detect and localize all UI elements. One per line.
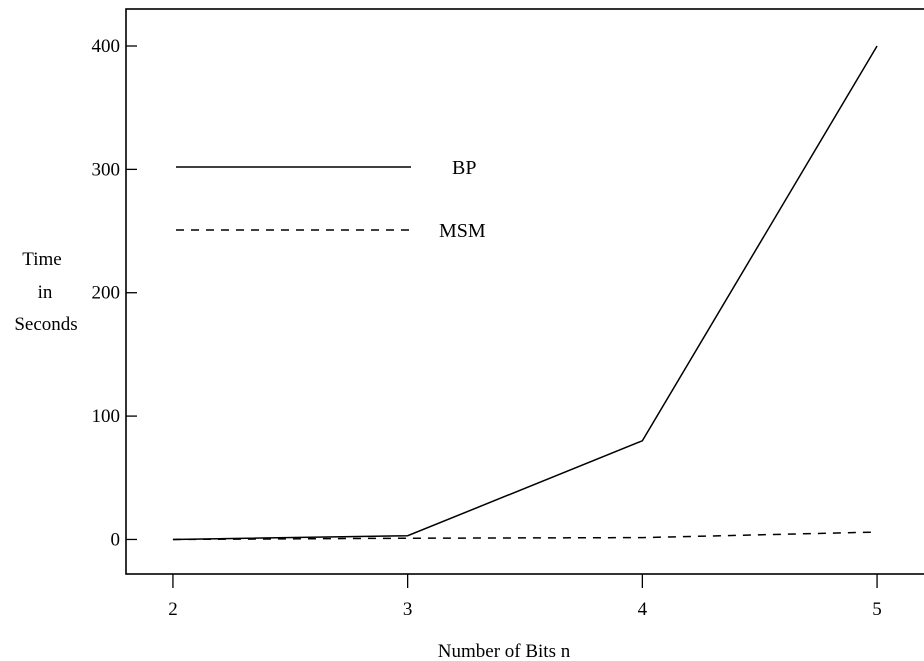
axes <box>125 8 924 575</box>
y-tick-label: 100 <box>92 406 121 427</box>
y-tick-label: 0 <box>111 529 121 550</box>
legend: BP MSM <box>176 157 486 242</box>
y-tick-label: 200 <box>92 283 121 304</box>
x-tick-label: 3 <box>403 599 413 620</box>
series-line-msm <box>172 531 878 541</box>
y-tick-label: 400 <box>92 36 121 57</box>
y-axis-label-line-2: in <box>38 282 53 303</box>
x-axis-label: Number of Bits n <box>438 641 571 661</box>
series-line-bp <box>172 45 878 541</box>
plot-frame <box>125 8 924 575</box>
series-lines <box>172 45 878 541</box>
y-axis-label-line-1: Time <box>22 249 61 270</box>
y-tick-label: 300 <box>92 159 121 180</box>
x-tick-label: 4 <box>638 599 648 620</box>
legend-label-bp: BP <box>452 157 476 179</box>
axis-ticks: 0 100 200 300 400 2 3 4 5 <box>92 36 882 620</box>
y-axis-label-line-3: Seconds <box>14 314 77 335</box>
x-tick-label: 5 <box>872 599 882 620</box>
legend-label-msm: MSM <box>439 220 486 242</box>
x-tick-label: 2 <box>168 599 178 620</box>
